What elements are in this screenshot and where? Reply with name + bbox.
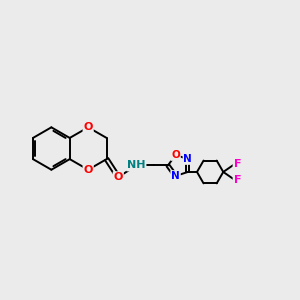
Text: N: N [171,171,180,181]
Text: O: O [83,165,93,175]
Text: NH: NH [127,160,146,170]
Text: F: F [233,175,241,185]
Text: N: N [184,154,192,164]
Text: O: O [171,150,180,160]
Text: O: O [114,172,123,182]
Text: F: F [233,159,241,169]
Text: O: O [83,122,93,132]
